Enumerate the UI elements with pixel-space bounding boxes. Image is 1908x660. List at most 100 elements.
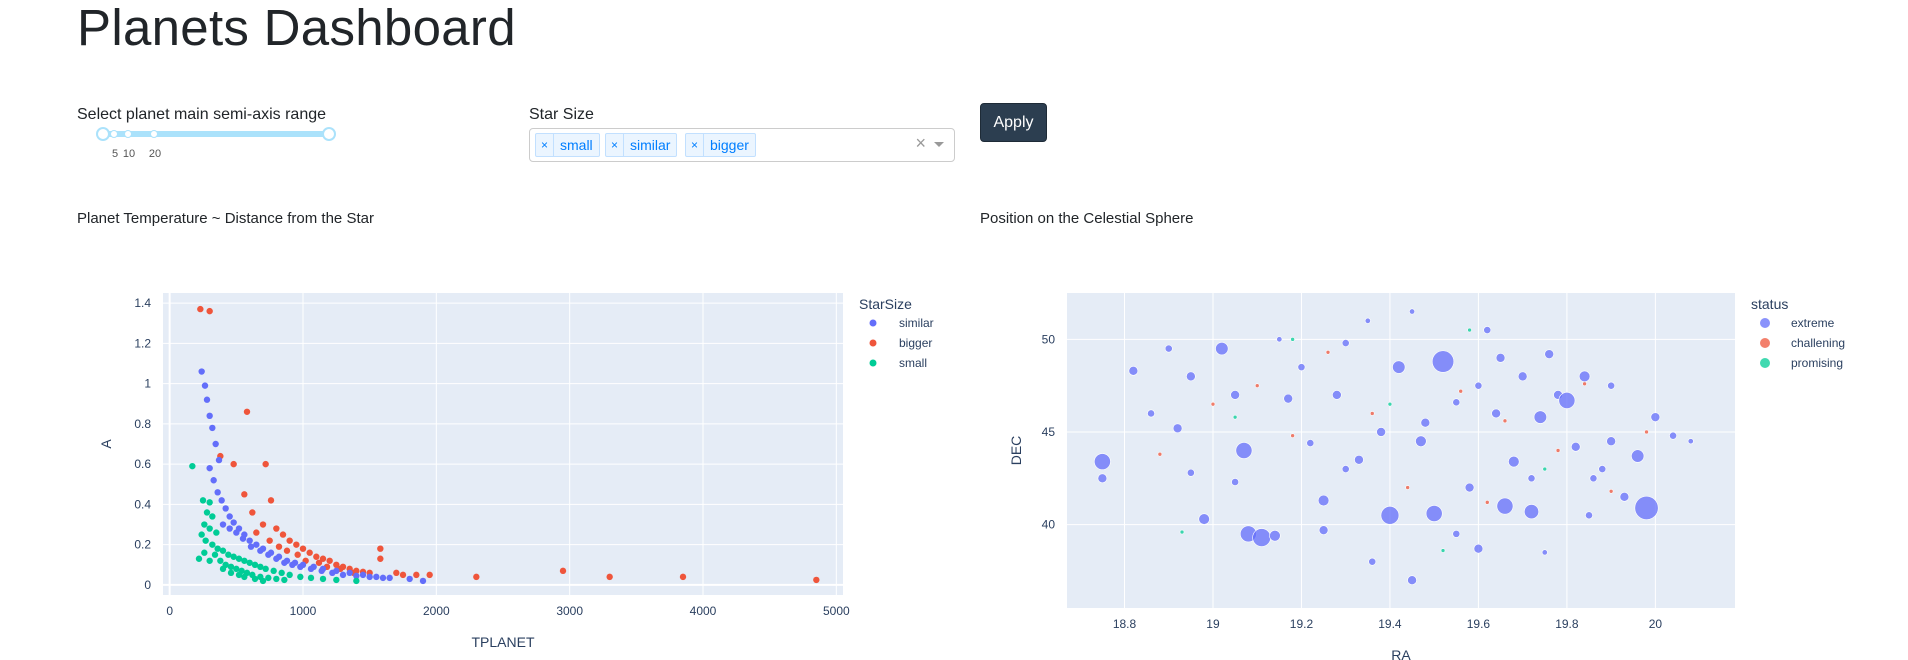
- x-tick-label: 5000: [823, 604, 850, 618]
- point-similar: [233, 529, 240, 536]
- tag-bigger: × bigger: [685, 133, 756, 157]
- point-similar: [318, 567, 325, 575]
- point-similar: [379, 574, 387, 582]
- x-tick-label: 1000: [290, 604, 317, 618]
- legend-item-small[interactable]: small: [899, 356, 927, 370]
- point-similar: [246, 537, 253, 544]
- point-small: [262, 565, 269, 573]
- chevron-down-icon[interactable]: [934, 142, 944, 147]
- point-small: [202, 537, 209, 544]
- point-small: [286, 571, 293, 579]
- point-small: [273, 575, 280, 583]
- point-bigger: [275, 543, 283, 550]
- point-small: [201, 549, 208, 556]
- point-bigger: [679, 573, 687, 581]
- point-bigger: [299, 545, 307, 552]
- point-similar: [307, 565, 315, 573]
- point-small: [206, 557, 213, 564]
- point-similar: [346, 569, 353, 577]
- remove-tag-icon[interactable]: ×: [686, 134, 704, 156]
- point-bigger: [313, 553, 320, 560]
- point-small: [201, 521, 208, 528]
- point-small: [278, 569, 285, 577]
- point-bigger: [333, 561, 340, 568]
- point-similar: [214, 489, 221, 496]
- point-bigger: [559, 567, 567, 575]
- celestial-chart-title: Position on the Celestial Sphere: [980, 210, 1194, 227]
- point-small: [241, 573, 248, 581]
- point-small: [281, 576, 288, 584]
- point-bigger: [279, 531, 287, 538]
- point-bigger: [267, 497, 275, 504]
- point-bigger: [243, 408, 251, 415]
- data-points: [189, 305, 820, 585]
- point-small: [195, 555, 203, 562]
- remove-tag-icon[interactable]: ×: [606, 134, 624, 156]
- x-tick-label: 3000: [556, 604, 583, 618]
- tag-label: similar: [630, 137, 671, 153]
- point-bigger: [241, 491, 248, 498]
- point-similar: [230, 519, 237, 526]
- star-size-dropdown[interactable]: × small × similar × bigger ×: [529, 128, 955, 162]
- legend-title: StarSize: [859, 296, 912, 312]
- point-bigger: [326, 557, 333, 564]
- point-bigger: [262, 460, 269, 468]
- legend-item-similar[interactable]: similar: [899, 316, 934, 330]
- point-similar: [247, 543, 255, 550]
- point-similar: [265, 551, 272, 558]
- point-small: [189, 462, 196, 470]
- slider-handle-max[interactable]: [322, 127, 336, 141]
- point-bigger: [293, 541, 300, 548]
- y-tick-label: 0.4: [134, 497, 151, 511]
- page-title: Planets Dashboard: [77, 0, 516, 56]
- point-similar: [257, 547, 264, 554]
- point-small: [206, 525, 213, 532]
- range-slider-label: Select planet main semi-axis range: [77, 106, 327, 123]
- point-similar: [253, 541, 260, 548]
- slider-dot-5: [110, 130, 118, 138]
- point-small: [203, 509, 211, 516]
- point-bigger: [393, 569, 400, 577]
- tag-label: small: [560, 137, 593, 153]
- point-small: [213, 529, 220, 536]
- point-bigger: [377, 555, 384, 562]
- y-tick-label: 0: [144, 578, 151, 592]
- point-similar: [201, 382, 209, 389]
- legend-marker-similar[interactable]: [869, 319, 877, 327]
- semi-axis-range-slider[interactable]: 5 10 20: [96, 122, 336, 166]
- point-small: [333, 576, 340, 584]
- y-tick-label: 0.6: [134, 457, 151, 471]
- clear-icon[interactable]: ×: [915, 133, 926, 153]
- point-similar: [419, 577, 427, 585]
- slider-handle-min[interactable]: [96, 127, 110, 141]
- tag-label: bigger: [710, 137, 749, 153]
- point-small: [353, 577, 360, 585]
- point-similar: [297, 563, 304, 571]
- point-bigger: [197, 305, 204, 313]
- point-small: [235, 571, 243, 579]
- point-small: [259, 577, 267, 585]
- legend-item-bigger[interactable]: bigger: [899, 336, 932, 350]
- point-bigger: [413, 571, 420, 579]
- apply-button[interactable]: Apply: [980, 103, 1047, 142]
- point-similar: [203, 396, 211, 403]
- point-small: [219, 547, 227, 554]
- point-small: [227, 563, 235, 571]
- y-tick-label: 1: [144, 377, 151, 391]
- tag-similar: × similar: [605, 133, 678, 157]
- point-small: [235, 555, 243, 562]
- legend-marker-bigger[interactable]: [869, 339, 877, 347]
- point-similar: [359, 571, 367, 579]
- remove-tag-icon[interactable]: ×: [536, 134, 554, 156]
- y-tick-label: 1.2: [134, 336, 151, 350]
- point-similar: [339, 571, 347, 579]
- slider-track[interactable]: [102, 131, 330, 137]
- point-small: [297, 573, 304, 581]
- point-bigger: [606, 573, 613, 581]
- point-similar: [373, 573, 380, 581]
- point-similar: [353, 572, 360, 580]
- legend-marker-small[interactable]: [869, 359, 877, 367]
- point-similar: [219, 521, 227, 528]
- x-tick-label: 4000: [690, 604, 717, 618]
